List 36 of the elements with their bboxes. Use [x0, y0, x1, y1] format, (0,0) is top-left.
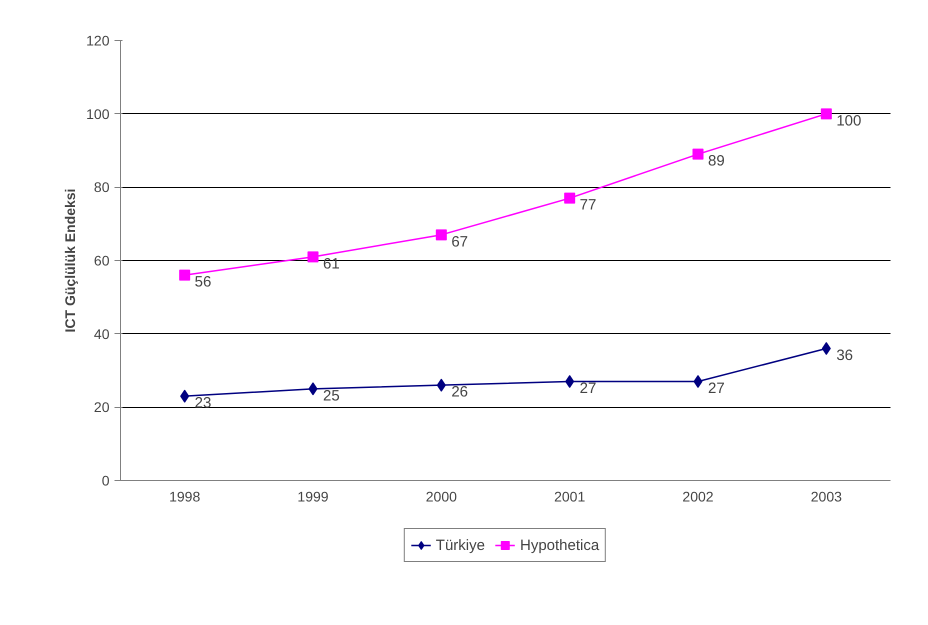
y-tick-label: 20 — [94, 399, 110, 416]
y-tick-label: 120 — [86, 32, 110, 48]
y-tick-label: 80 — [94, 179, 110, 196]
data-label: 100 — [836, 112, 862, 130]
point — [179, 270, 190, 281]
data-label: 67 — [451, 233, 468, 250]
y-tick-label: 40 — [94, 326, 110, 342]
legend-label: Hypothetica — [520, 536, 600, 554]
x-tick-label: 2003 — [810, 488, 842, 504]
y-axis-title: ICT Güçlülük Endeksi — [62, 188, 78, 332]
data-label: 89 — [708, 152, 725, 170]
y-tick-label: 100 — [86, 106, 110, 122]
data-label: 77 — [580, 196, 596, 214]
point — [436, 378, 446, 392]
x-tick-label: 1999 — [297, 488, 329, 504]
legend-label: Türkiye — [436, 536, 485, 554]
data-label: 56 — [194, 274, 212, 291]
point — [180, 390, 190, 403]
point — [565, 375, 574, 388]
x-tick-label: 2001 — [554, 488, 586, 504]
point — [308, 251, 318, 262]
data-label: 27 — [708, 380, 725, 397]
y-tick-label: 0 — [102, 472, 110, 488]
x-tick-label: 2000 — [426, 488, 458, 504]
point — [820, 108, 832, 120]
point — [564, 192, 576, 204]
x-tick-label: 1998 — [169, 488, 200, 504]
point — [436, 229, 447, 240]
data-label: 26 — [451, 384, 468, 401]
data-label: 25 — [323, 387, 340, 404]
point — [822, 342, 831, 355]
data-label: 36 — [836, 347, 854, 364]
point — [692, 148, 704, 160]
data-label: 27 — [580, 380, 596, 397]
x-tick-label: 2002 — [682, 488, 714, 504]
y-tick-label: 60 — [94, 252, 110, 268]
